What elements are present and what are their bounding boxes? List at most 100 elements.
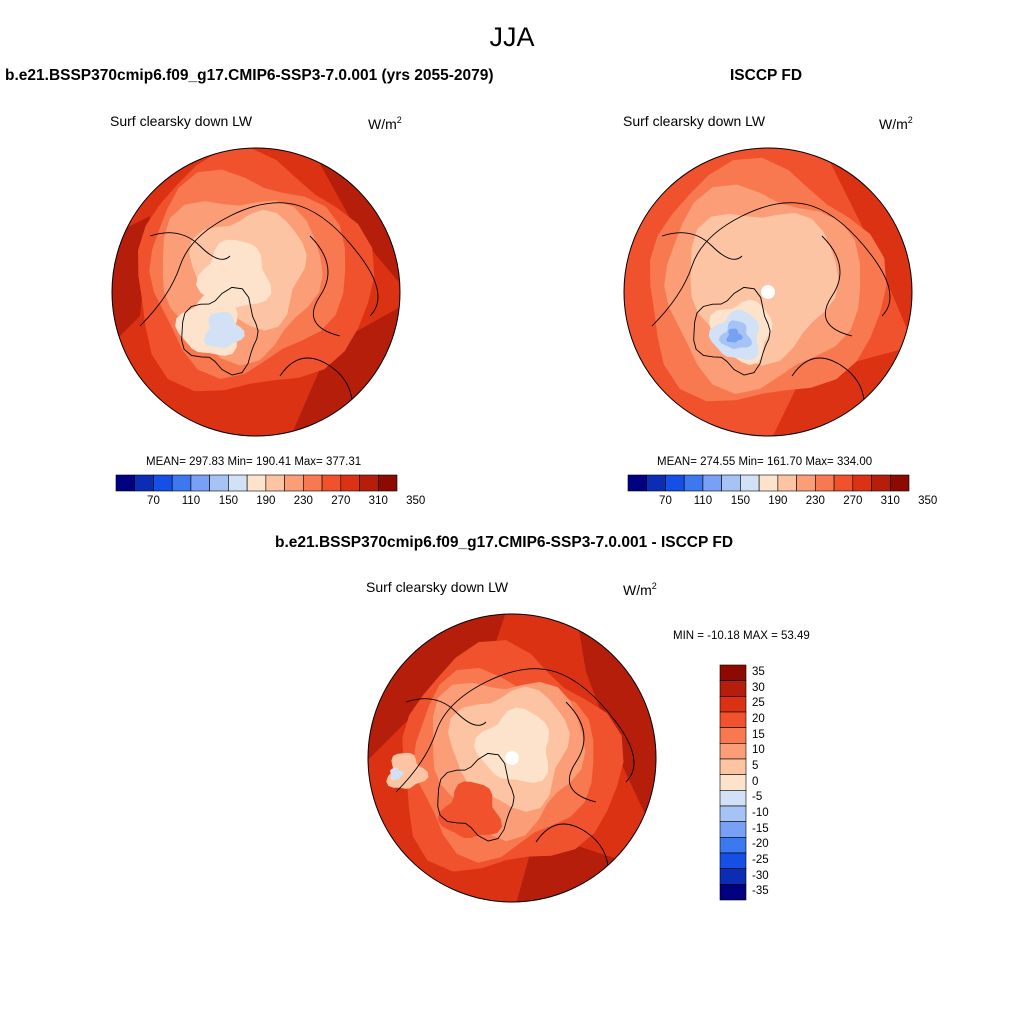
- colorbar-swatch: [719, 852, 747, 869]
- colorbar-swatch: [265, 474, 285, 492]
- map-contour-region: [203, 312, 245, 349]
- colorbar-tick-label: -25: [752, 853, 769, 866]
- model-colorbar: [115, 474, 398, 492]
- colorbar-swatch: [719, 821, 747, 838]
- obs-polar-map: [623, 147, 913, 437]
- colorbar-swatch: [359, 474, 379, 492]
- colorbar-swatch: [777, 474, 797, 492]
- colorbar-swatch: [340, 474, 360, 492]
- colorbar-swatch: [740, 474, 760, 492]
- colorbar-tick-label: 310: [880, 495, 900, 507]
- colorbar-tick-label: 25: [752, 697, 765, 710]
- panel-model-title: b.e21.BSSP370cmip6.f09_g17.CMIP6-SSP3-7.…: [5, 67, 494, 84]
- colorbar-swatch: [719, 805, 747, 822]
- colorbar-swatch: [702, 474, 722, 492]
- colorbar-tick-label: 10: [752, 744, 765, 757]
- colorbar-tick-label: 5: [752, 759, 759, 772]
- panel-obs-units: W/m2: [879, 115, 913, 132]
- panel-diff-units-base: W/m: [623, 582, 652, 598]
- colorbar-swatch: [284, 474, 304, 492]
- map-border: [623, 147, 913, 437]
- map-contour-region: [474, 707, 550, 783]
- panel-model-units: W/m2: [368, 115, 402, 132]
- colorbar-tick-label: 150: [218, 495, 238, 507]
- season-title: JJA: [489, 22, 535, 52]
- panel-model-units-base: W/m: [368, 116, 397, 132]
- colorbar-tick-label: 35: [752, 665, 765, 678]
- colorbar-tick-label: 270: [331, 495, 351, 507]
- coastline: [149, 232, 231, 260]
- colorbar-swatch: [646, 474, 666, 492]
- colorbar-swatch: [190, 474, 210, 492]
- panel-model-stats: MEAN= 297.83 Min= 190.41 Max= 377.31: [146, 456, 362, 468]
- diff-colorbar: [719, 664, 747, 901]
- colorbar-swatch: [719, 680, 747, 697]
- colorbar-tick-label: -15: [752, 822, 769, 835]
- colorbar-swatch: [719, 790, 747, 807]
- colorbar-tick-label: 20: [752, 712, 765, 725]
- colorbar-swatch: [719, 884, 747, 901]
- panel-diff-title: b.e21.BSSP370cmip6.f09_g17.CMIP6-SSP3-7.…: [275, 534, 734, 551]
- colorbar-tick-label: 0: [752, 775, 759, 788]
- colorbar-swatch: [815, 474, 835, 492]
- map-contour-region: [505, 751, 519, 765]
- colorbar-swatch: [758, 474, 779, 492]
- colorbar-swatch: [683, 474, 704, 492]
- coastline: [821, 235, 853, 337]
- colorbar-swatch: [246, 474, 267, 492]
- colorbar-tick-label: -30: [752, 869, 769, 882]
- map-border: [367, 613, 657, 903]
- colorbar-tick-label: 30: [752, 681, 765, 694]
- diff-polar-map: [367, 613, 657, 903]
- model-polar-map: [111, 147, 401, 437]
- colorbar-swatch: [134, 474, 154, 492]
- colorbar-swatch: [833, 474, 854, 492]
- coastline: [437, 752, 515, 842]
- colorbar-tick-label: 230: [293, 495, 313, 507]
- colorbar-tick-label: 70: [147, 495, 160, 507]
- colorbar-swatch: [721, 474, 741, 492]
- panel-obs-variable: Surf clearsky down LW: [623, 113, 766, 129]
- coastline: [651, 202, 891, 327]
- colorbar-swatch: [852, 474, 872, 492]
- panel-model-variable: Surf clearsky down LW: [110, 113, 253, 129]
- colorbar-swatch: [719, 774, 747, 791]
- colorbar-swatch: [303, 474, 323, 492]
- map-contour-region: [761, 285, 775, 299]
- colorbar-swatch: [719, 711, 747, 728]
- colorbar-swatch: [209, 474, 229, 492]
- colorbar-tick-label: -5: [752, 791, 763, 804]
- colorbar-tick-label: 15: [752, 728, 765, 741]
- colorbar-swatch: [321, 474, 342, 492]
- coastline: [405, 698, 487, 726]
- panel-obs-title: ISCCP FD: [730, 67, 803, 84]
- map-border: [111, 147, 401, 437]
- map-contour-region: [386, 752, 429, 789]
- colorbar-swatch: [719, 758, 747, 775]
- colorbar-tick-label: 310: [368, 495, 388, 507]
- colorbar-tick-label: 350: [918, 495, 938, 507]
- coastline: [565, 701, 597, 803]
- panel-diff-variable: Surf clearsky down LW: [366, 579, 509, 595]
- colorbar-swatch: [871, 474, 891, 492]
- colorbar-tick-label: 190: [768, 495, 788, 507]
- panel-diff-stats: MIN = -10.18 MAX = 53.49: [673, 630, 810, 642]
- colorbar-swatch: [719, 837, 747, 854]
- colorbar-swatch: [719, 743, 747, 760]
- coastline: [181, 286, 259, 376]
- colorbar-tick-label: 110: [693, 495, 713, 507]
- colorbar-tick-label: -10: [752, 806, 769, 819]
- colorbar-swatch: [796, 474, 816, 492]
- colorbar-swatch: [115, 474, 136, 492]
- map-contour-region: [196, 239, 272, 308]
- colorbar-tick-label: -35: [752, 885, 769, 898]
- colorbar-tick-label: 70: [659, 495, 672, 507]
- colorbar-tick-label: 190: [256, 495, 276, 507]
- panel-diff-units-exp: 2: [651, 581, 657, 591]
- colorbar-swatch: [665, 474, 685, 492]
- coastline: [309, 235, 341, 337]
- coastline: [139, 202, 379, 327]
- colorbar-tick-label: 150: [730, 495, 750, 507]
- colorbar-tick-label: 110: [181, 495, 201, 507]
- colorbar-tick-label: 230: [805, 495, 825, 507]
